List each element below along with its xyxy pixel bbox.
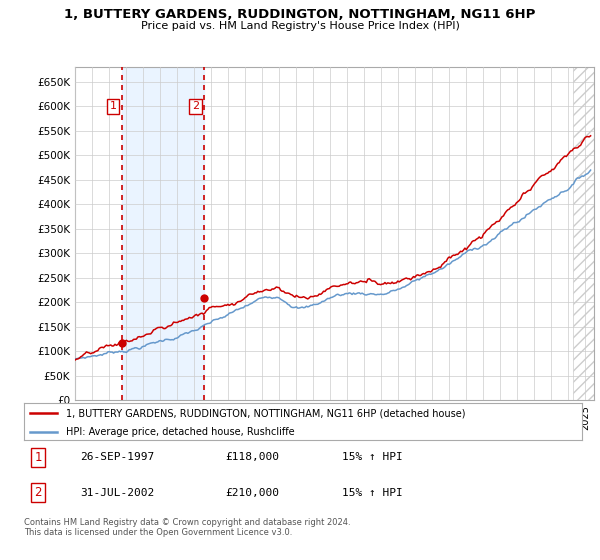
Text: 1: 1 (34, 451, 42, 464)
Text: 26-SEP-1997: 26-SEP-1997 (80, 452, 154, 462)
Bar (122, 67, 204, 400)
Text: 15% ↑ HPI: 15% ↑ HPI (342, 452, 403, 462)
Text: 1, BUTTERY GARDENS, RUDDINGTON, NOTTINGHAM, NG11 6HP: 1, BUTTERY GARDENS, RUDDINGTON, NOTTINGH… (64, 8, 536, 21)
Text: 1: 1 (110, 101, 116, 111)
Bar (573, 67, 594, 400)
Text: HPI: Average price, detached house, Rushcliffe: HPI: Average price, detached house, Rush… (66, 427, 295, 437)
Text: Price paid vs. HM Land Registry's House Price Index (HPI): Price paid vs. HM Land Registry's House … (140, 21, 460, 31)
Bar (573, 67, 594, 400)
Text: £210,000: £210,000 (225, 488, 279, 498)
Text: 2: 2 (34, 486, 42, 500)
Text: £118,000: £118,000 (225, 452, 279, 462)
Text: 2: 2 (192, 101, 199, 111)
Text: 31-JUL-2002: 31-JUL-2002 (80, 488, 154, 498)
Text: 1, BUTTERY GARDENS, RUDDINGTON, NOTTINGHAM, NG11 6HP (detached house): 1, BUTTERY GARDENS, RUDDINGTON, NOTTINGH… (66, 408, 466, 418)
Text: 15% ↑ HPI: 15% ↑ HPI (342, 488, 403, 498)
Text: Contains HM Land Registry data © Crown copyright and database right 2024.
This d: Contains HM Land Registry data © Crown c… (24, 518, 350, 538)
